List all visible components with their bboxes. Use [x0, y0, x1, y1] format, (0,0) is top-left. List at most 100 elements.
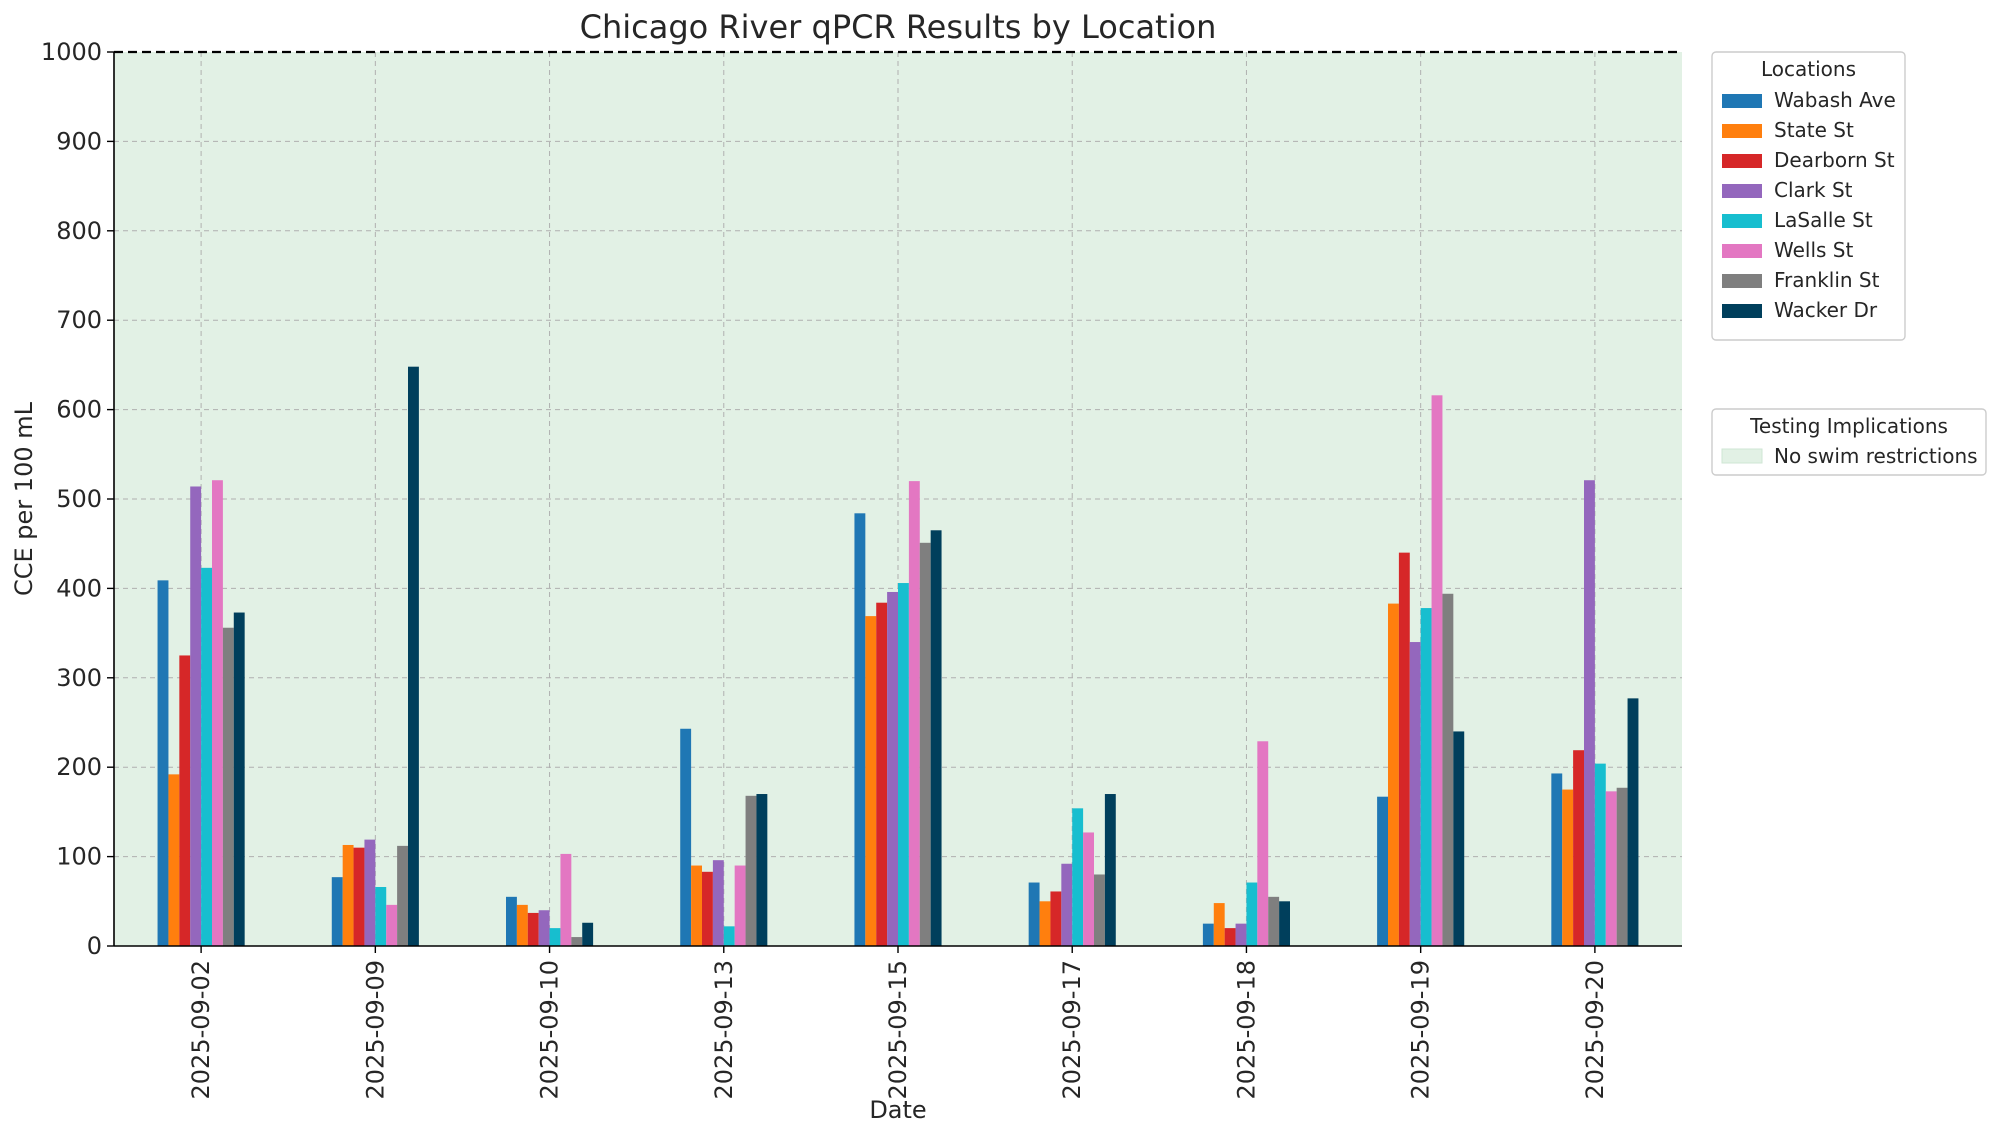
- y-tick-label: 900: [56, 127, 102, 155]
- bar-dearborn-st-2025-09-13: [702, 871, 713, 946]
- x-tick-label: 2025-09-18: [1232, 960, 1260, 1099]
- x-tick-label: 2025-09-10: [536, 960, 564, 1099]
- legend-label-clark-st: Clark St: [1774, 178, 1853, 202]
- bar-franklin-st-2025-09-18: [1268, 896, 1280, 946]
- bar-wacker-dr-2025-09-15: [930, 530, 942, 946]
- legend-label-state-st: State St: [1774, 118, 1854, 142]
- legend-label-dearborn-st: Dearborn St: [1774, 148, 1895, 172]
- bar-dearborn-st-2025-09-02: [179, 655, 191, 946]
- bar-state-st-2025-09-09: [342, 844, 354, 946]
- bar-wells-st-2025-09-13: [734, 865, 746, 946]
- y-tick-label: 500: [56, 485, 102, 513]
- legend-swatch-wacker-dr: [1722, 304, 1762, 318]
- x-tick-label: 2025-09-20: [1581, 960, 1609, 1099]
- bar-state-st-2025-09-13: [691, 865, 702, 946]
- y-ticks: 0 100 200 300 400 500 600 700 800 900 1000: [41, 38, 114, 960]
- bar-state-st-2025-09-17: [1039, 901, 1051, 946]
- bar-wabash-ave-2025-09-09: [331, 877, 343, 946]
- bar-clark-st-2025-09-19: [1409, 642, 1421, 946]
- bar-wells-st-2025-09-18: [1257, 741, 1269, 946]
- bar-clark-st-2025-09-13: [712, 860, 724, 946]
- bars-group: [157, 366, 1639, 946]
- legend-swatch-clark-st: [1722, 184, 1762, 198]
- bar-wabash-ave-2025-09-19: [1377, 796, 1388, 946]
- bar-clark-st-2025-09-18: [1235, 923, 1247, 946]
- x-tick-label: 2025-09-09: [361, 960, 389, 1099]
- bar-lasalle-st-2025-09-17: [1072, 808, 1084, 946]
- y-tick-label: 0: [87, 932, 102, 960]
- bar-state-st-2025-09-20: [1562, 789, 1574, 946]
- bar-franklin-st-2025-09-10: [571, 937, 583, 946]
- bar-dearborn-st-2025-09-09: [353, 847, 365, 946]
- legend-swatch-lasalle-st: [1722, 214, 1762, 228]
- bar-wells-st-2025-09-17: [1083, 832, 1094, 946]
- y-tick-label: 700: [56, 306, 102, 334]
- bar-wabash-ave-2025-09-13: [680, 728, 692, 946]
- bar-lasalle-st-2025-09-10: [549, 928, 561, 946]
- bar-wells-st-2025-09-02: [212, 480, 223, 946]
- bar-clark-st-2025-09-20: [1584, 480, 1595, 946]
- bar-wells-st-2025-09-20: [1605, 791, 1617, 946]
- bar-clark-st-2025-09-17: [1061, 863, 1073, 946]
- bar-dearborn-st-2025-09-10: [527, 912, 539, 946]
- bar-lasalle-st-2025-09-02: [201, 567, 212, 946]
- bar-lasalle-st-2025-09-15: [898, 583, 909, 946]
- bar-lasalle-st-2025-09-13: [723, 926, 735, 946]
- y-tick-label: 800: [56, 217, 102, 245]
- y-tick-label: 200: [56, 753, 102, 781]
- bar-wacker-dr-2025-09-10: [582, 922, 594, 946]
- bar-wabash-ave-2025-09-15: [854, 513, 866, 946]
- bar-wells-st-2025-09-09: [386, 904, 398, 946]
- legend-swatch-wabash-ave: [1722, 94, 1762, 108]
- bar-dearborn-st-2025-09-15: [876, 602, 888, 946]
- y-tick-label: 100: [56, 843, 102, 871]
- bar-clark-st-2025-09-02: [190, 486, 202, 946]
- bar-wabash-ave-2025-09-20: [1551, 773, 1563, 946]
- bar-lasalle-st-2025-09-20: [1594, 763, 1606, 946]
- bar-franklin-st-2025-09-02: [222, 627, 234, 946]
- y-tick-label: 600: [56, 396, 102, 424]
- bar-wabash-ave-2025-09-02: [157, 580, 169, 946]
- bar-wabash-ave-2025-09-18: [1202, 923, 1214, 946]
- y-tick-label: 400: [56, 574, 102, 602]
- bar-wacker-dr-2025-09-17: [1104, 794, 1116, 946]
- bar-state-st-2025-09-19: [1388, 603, 1399, 946]
- bar-wells-st-2025-09-19: [1431, 395, 1443, 946]
- bar-state-st-2025-09-15: [865, 616, 877, 946]
- bar-state-st-2025-09-18: [1213, 903, 1225, 946]
- bar-clark-st-2025-09-09: [364, 839, 376, 946]
- bar-wacker-dr-2025-09-09: [408, 366, 419, 946]
- bar-dearborn-st-2025-09-19: [1398, 552, 1410, 946]
- bar-franklin-st-2025-09-15: [919, 542, 931, 946]
- bar-franklin-st-2025-09-17: [1094, 874, 1105, 946]
- x-tick-label: 2025-09-02: [187, 960, 215, 1099]
- bar-lasalle-st-2025-09-19: [1420, 608, 1432, 946]
- bar-lasalle-st-2025-09-18: [1246, 882, 1258, 946]
- bar-wabash-ave-2025-09-10: [506, 896, 517, 946]
- bar-clark-st-2025-09-15: [887, 591, 898, 946]
- x-tick-label: 2025-09-19: [1407, 960, 1435, 1099]
- x-tick-label: 2025-09-17: [1058, 960, 1086, 1099]
- legend-swatch-no-swim-restrictions: [1721, 448, 1763, 464]
- bar-wabash-ave-2025-09-17: [1028, 882, 1040, 946]
- bar-franklin-st-2025-09-13: [745, 795, 757, 946]
- bar-wacker-dr-2025-09-02: [233, 612, 245, 946]
- bar-dearborn-st-2025-09-17: [1050, 891, 1062, 946]
- legend-label-wells-st: Wells St: [1774, 238, 1853, 262]
- legend-title: Testing Implications: [1749, 414, 1948, 438]
- bar-wacker-dr-2025-09-19: [1453, 731, 1465, 946]
- bar-dearborn-st-2025-09-20: [1573, 750, 1584, 946]
- locations-legend: Locations Wabash Ave State St Dearborn St Cl…: [1711, 51, 1906, 341]
- x-tick-label: 2025-09-13: [710, 960, 738, 1099]
- x-axis-label: Date: [869, 1096, 926, 1124]
- x-tick-label: 2025-09-15: [884, 960, 912, 1099]
- legend-swatch-wells-st: [1722, 244, 1762, 258]
- bar-clark-st-2025-09-10: [538, 910, 550, 946]
- legend-swatch-state-st: [1722, 124, 1762, 138]
- chart-title: Chicago River qPCR Results by Location: [580, 8, 1217, 46]
- legend-label-no-swim-restrictions: No swim restrictions: [1774, 444, 1978, 468]
- bar-franklin-st-2025-09-20: [1616, 787, 1628, 946]
- legend-swatch-franklin-st: [1722, 274, 1762, 288]
- y-tick-label: 300: [56, 664, 102, 692]
